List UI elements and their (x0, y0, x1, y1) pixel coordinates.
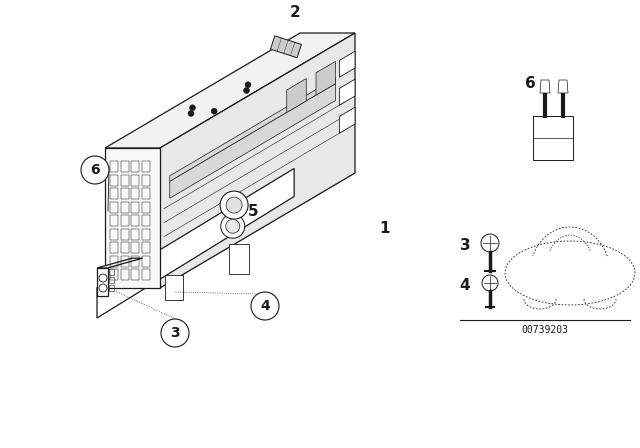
Bar (120, 215, 129, 226)
Polygon shape (339, 107, 355, 133)
Bar (110, 215, 118, 226)
Polygon shape (105, 148, 160, 288)
Circle shape (243, 87, 250, 94)
Bar (110, 175, 118, 185)
Bar (141, 188, 150, 199)
Bar (120, 161, 129, 172)
Bar (120, 255, 129, 267)
Polygon shape (316, 61, 335, 95)
Text: 6: 6 (90, 163, 100, 177)
Circle shape (188, 111, 194, 116)
Circle shape (251, 292, 279, 320)
Bar (120, 188, 129, 199)
Polygon shape (170, 84, 335, 198)
Text: 5: 5 (248, 204, 258, 219)
Polygon shape (97, 168, 294, 318)
Polygon shape (105, 33, 355, 148)
Bar (131, 188, 139, 199)
Text: 3: 3 (460, 237, 470, 253)
Polygon shape (339, 51, 355, 77)
Bar (141, 269, 150, 280)
Bar (110, 161, 118, 172)
Circle shape (481, 234, 499, 252)
Bar (141, 202, 150, 212)
Circle shape (226, 219, 240, 233)
Bar (131, 161, 139, 172)
Circle shape (211, 108, 217, 114)
Circle shape (220, 191, 248, 219)
Bar (131, 202, 139, 212)
Polygon shape (558, 80, 568, 93)
Bar (120, 242, 129, 253)
Bar (109, 277, 114, 283)
Polygon shape (533, 116, 573, 160)
Bar (120, 202, 129, 212)
Polygon shape (540, 80, 550, 93)
Circle shape (245, 82, 251, 88)
Circle shape (99, 274, 107, 282)
Bar (141, 242, 150, 253)
Bar (120, 175, 129, 185)
Bar (141, 175, 150, 185)
Bar (131, 255, 139, 267)
Polygon shape (228, 244, 248, 273)
Bar (110, 202, 118, 212)
Text: 00739203: 00739203 (522, 325, 568, 335)
Polygon shape (165, 275, 183, 300)
Bar (131, 228, 139, 240)
Circle shape (81, 156, 109, 184)
Bar (110, 228, 118, 240)
Bar (131, 269, 139, 280)
Text: 4: 4 (260, 299, 270, 313)
Polygon shape (160, 33, 355, 288)
Bar (120, 228, 129, 240)
Polygon shape (271, 36, 301, 58)
Circle shape (161, 319, 189, 347)
Circle shape (226, 197, 242, 213)
Polygon shape (170, 78, 335, 181)
Polygon shape (97, 165, 299, 288)
Text: 6: 6 (525, 76, 536, 90)
Circle shape (482, 275, 498, 291)
Text: 4: 4 (460, 277, 470, 293)
Bar (110, 255, 118, 267)
Bar (141, 228, 150, 240)
Bar (120, 269, 129, 280)
Bar (141, 255, 150, 267)
Bar (131, 175, 139, 185)
Polygon shape (97, 258, 143, 268)
Text: 2: 2 (290, 5, 301, 20)
Bar (141, 215, 150, 226)
Polygon shape (287, 78, 307, 112)
Bar (110, 188, 118, 199)
Circle shape (221, 214, 244, 238)
Bar (110, 269, 118, 280)
Bar (131, 242, 139, 253)
Bar (109, 285, 114, 291)
Polygon shape (97, 268, 108, 296)
Circle shape (189, 105, 195, 111)
Bar (141, 161, 150, 172)
Text: 3: 3 (170, 326, 180, 340)
Bar (110, 242, 118, 253)
Text: 1: 1 (380, 220, 390, 236)
Circle shape (99, 284, 107, 292)
Bar (131, 215, 139, 226)
Polygon shape (339, 79, 355, 105)
Bar (109, 269, 114, 275)
